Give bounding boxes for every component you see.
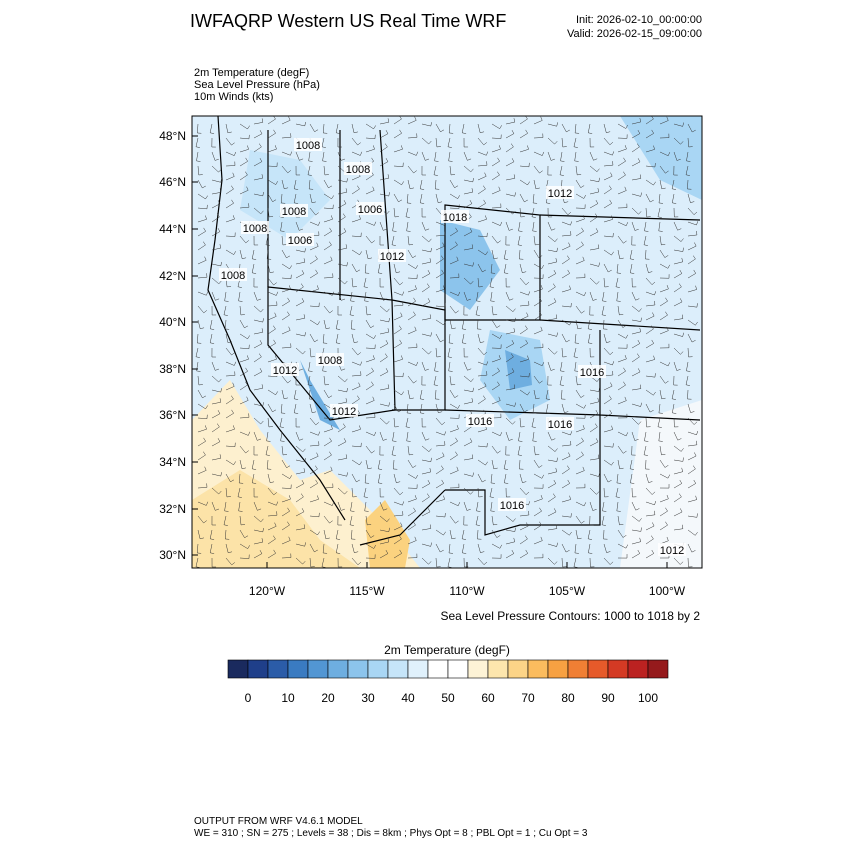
contour-label: 1016 [500, 500, 524, 512]
lon-label: 105°W [549, 584, 586, 598]
colorbar-swatch [227, 659, 249, 679]
contour-label: 1012 [380, 251, 404, 263]
contour-label: 1012 [273, 365, 297, 377]
colorbar-swatch [627, 659, 649, 679]
contour-label-box [498, 498, 526, 511]
valid-time: Valid: 2026-02-15_09:00:00 [567, 28, 702, 40]
colorbar-swatch [587, 659, 609, 679]
init-time: Init: 2026-02-10_00:00:00 [576, 14, 702, 26]
lon-label: 110°W [449, 584, 485, 598]
contour-label: 1012 [660, 545, 684, 557]
contour-label-box [441, 210, 469, 223]
colorbar-swatch [387, 659, 409, 679]
lon-label: 115°W [349, 584, 385, 598]
colorbar-swatch [487, 659, 509, 679]
contour-label: 1016 [468, 416, 492, 428]
contour-label-box [546, 186, 574, 199]
contour-label-box [466, 414, 494, 427]
contour-label-box [378, 249, 406, 262]
lat-label: 38°N [159, 362, 186, 376]
contour-label: 1008 [282, 206, 306, 218]
contour-label-box [280, 204, 308, 217]
contour-note: Sea Level Pressure Contours: 1000 to 101… [441, 609, 701, 623]
field-label: Sea Level Pressure (hPa) [194, 79, 320, 91]
colorbar-swatch [547, 659, 569, 679]
lat-label: 42°N [159, 269, 186, 283]
lat-label: 34°N [159, 455, 186, 469]
colorbar-tick-label: 70 [521, 691, 535, 705]
contour-label: 1008 [346, 164, 370, 176]
colorbar-tick-label: 30 [361, 691, 375, 705]
colorbar-swatch [327, 659, 349, 679]
lon-label: 100°W [649, 584, 686, 598]
contour-label: 1006 [358, 204, 382, 216]
lat-label: 30°N [159, 548, 186, 562]
colorbar-swatch [467, 659, 489, 679]
colorbar-tick-label: 10 [281, 691, 295, 705]
contour-label-box [286, 233, 314, 246]
contour-label-box [658, 543, 686, 556]
colorbar-swatch [607, 659, 629, 679]
lon-label: 120°W [249, 584, 286, 598]
colorbar-swatch [447, 659, 469, 679]
footer-line: OUTPUT FROM WRF V4.6.1 MODEL [194, 816, 363, 827]
title: IWFAQRP Western US Real Time WRF [190, 11, 506, 31]
colorbar-swatch [307, 659, 329, 679]
contour-label: 1006 [288, 235, 312, 247]
colorbar-swatch [507, 659, 529, 679]
contour-label-box [241, 221, 269, 234]
lat-label: 40°N [159, 315, 186, 329]
colorbar-swatch [367, 659, 389, 679]
lat-label: 48°N [159, 129, 186, 143]
colorbar-tick-label: 100 [638, 691, 658, 705]
contour-label-box [316, 353, 344, 366]
colorbar-swatch [527, 659, 549, 679]
contour-label-box [330, 404, 358, 417]
contour-label: 1016 [548, 419, 572, 431]
contour-label-box [578, 365, 606, 378]
contour-label-box [356, 202, 384, 215]
contour-label-box [219, 268, 247, 281]
colorbar-swatch [287, 659, 309, 679]
lat-label: 32°N [159, 502, 186, 516]
colorbar-swatch [347, 659, 369, 679]
contour-label: 1008 [243, 223, 267, 235]
contour-label-box [271, 363, 299, 376]
colorbar-tick-label: 20 [321, 691, 335, 705]
colorbar-tick-label: 60 [481, 691, 495, 705]
contour-label: 1008 [296, 140, 320, 152]
lat-label: 36°N [159, 408, 186, 422]
contour-label-box [294, 138, 322, 151]
colorbar-tick-label: 80 [561, 691, 575, 705]
contour-label: 1012 [332, 406, 356, 418]
colorbar-tick-label: 50 [441, 691, 455, 705]
footer-line: WE = 310 ; SN = 275 ; Levels = 38 ; Dis … [194, 828, 588, 839]
contour-label: 1008 [221, 270, 245, 282]
contour-label: 1012 [548, 188, 572, 200]
colorbar-swatch [267, 659, 289, 679]
lat-label: 46°N [159, 175, 186, 189]
colorbar-swatch [567, 659, 589, 679]
contour-label-box [344, 162, 372, 175]
colorbar-tick-label: 90 [601, 691, 615, 705]
colorbar-title: 2m Temperature (degF) [384, 643, 510, 657]
colorbar-swatch [247, 659, 269, 679]
map-frame [191, 115, 703, 569]
field-label: 2m Temperature (degF) [194, 67, 309, 79]
colorbar-swatch [427, 659, 449, 679]
contour-label: 1018 [443, 212, 467, 224]
map-background [192, 116, 702, 568]
colorbar-swatch [647, 659, 669, 679]
contour-label: 1016 [580, 367, 604, 379]
colorbar-swatch [407, 659, 429, 679]
colorbar-tick-label: 40 [401, 691, 415, 705]
field-label: 10m Winds (kts) [194, 91, 273, 103]
contour-label: 1008 [318, 355, 342, 367]
colorbar-tick-label: 0 [245, 691, 252, 705]
contour-label-box [546, 417, 574, 430]
lat-label: 44°N [159, 222, 186, 236]
